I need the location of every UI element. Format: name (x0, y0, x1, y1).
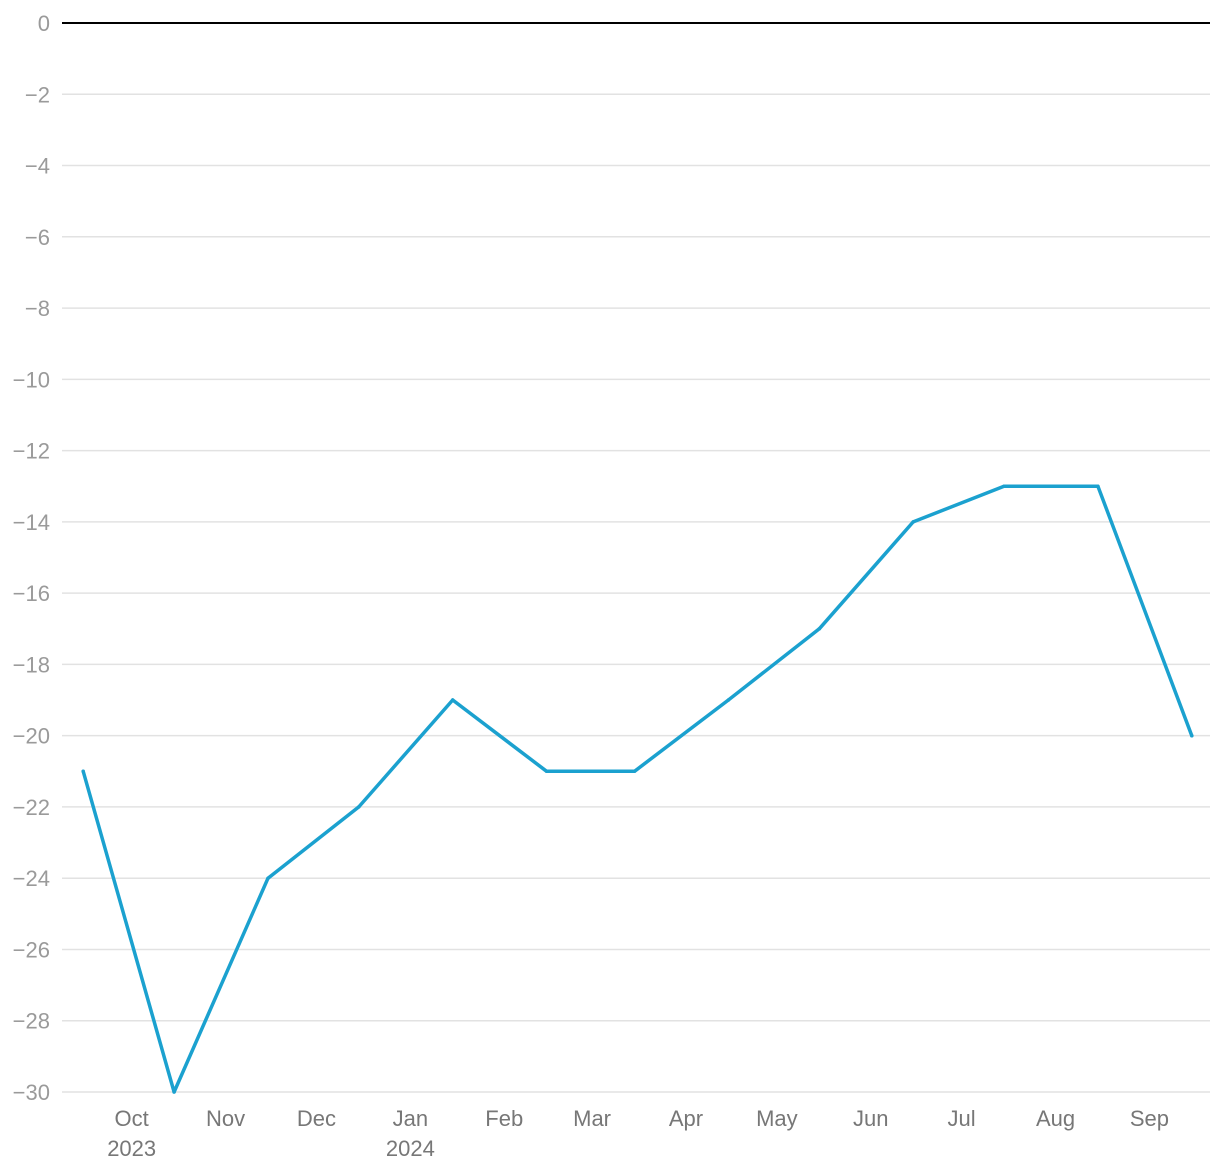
x-tick-label: Jul (948, 1106, 976, 1131)
data-point (1190, 733, 1194, 738)
y-tick-label: −22 (13, 795, 50, 820)
x-tick-label: Feb (485, 1106, 523, 1131)
data-point (357, 805, 361, 809)
x-tick-label: Jan (393, 1106, 428, 1131)
y-tick-label: −24 (13, 866, 50, 891)
y-tick-label: 0 (38, 11, 50, 36)
y-tick-label: −20 (13, 724, 50, 749)
y-tick-label: −2 (25, 82, 50, 107)
x-tick-label: Apr (669, 1106, 703, 1131)
y-tick-label: −12 (13, 439, 50, 464)
x-tick-label: Sep (1130, 1106, 1169, 1131)
y-tick-label: −8 (25, 296, 50, 321)
data-point (911, 520, 915, 524)
data-point (1002, 484, 1006, 488)
data-point (450, 698, 455, 702)
x-tick-label: Nov (206, 1106, 245, 1131)
y-tick-label: −28 (13, 1009, 50, 1034)
data-point (726, 698, 731, 702)
y-tick-label: −30 (13, 1080, 50, 1105)
data-point (632, 769, 637, 774)
data-point (1096, 484, 1100, 488)
x-tick-label: Aug (1036, 1106, 1075, 1131)
y-tick-label: −14 (13, 510, 50, 535)
x-tick-label: Jun (853, 1106, 888, 1131)
x-tick-label: May (756, 1106, 798, 1131)
data-point (81, 769, 85, 774)
x-axis: Oct 2023 Nov Dec Jan 2024 Feb Mar Apr May Jun Jul Au… (107, 1106, 1169, 1161)
series-line (81, 484, 1194, 1094)
x-tick-label: Mar (573, 1106, 611, 1131)
grid-lines (62, 22, 1210, 1093)
y-tick-label: −18 (13, 652, 50, 677)
y-axis: 0 −2 −4 −6 −8 −10 −12 −14 −16 −18 −20 −22 −24 −26 −28 −… (13, 11, 50, 1105)
data-point (817, 627, 822, 631)
y-tick-label: −26 (13, 937, 50, 962)
x-tick-year-label: 2024 (386, 1136, 435, 1161)
y-tick-label: −16 (13, 581, 50, 606)
x-tick-year-label: 2023 (107, 1136, 156, 1161)
y-tick-label: −4 (25, 154, 50, 179)
data-point (544, 769, 549, 774)
data-point (172, 1090, 176, 1094)
series-group (81, 484, 1194, 1094)
data-point (266, 876, 270, 880)
x-tick-label: Oct (115, 1106, 149, 1131)
y-tick-label: −6 (25, 225, 50, 250)
x-tick-label: Dec (297, 1106, 336, 1131)
y-tick-label: −10 (13, 367, 50, 392)
